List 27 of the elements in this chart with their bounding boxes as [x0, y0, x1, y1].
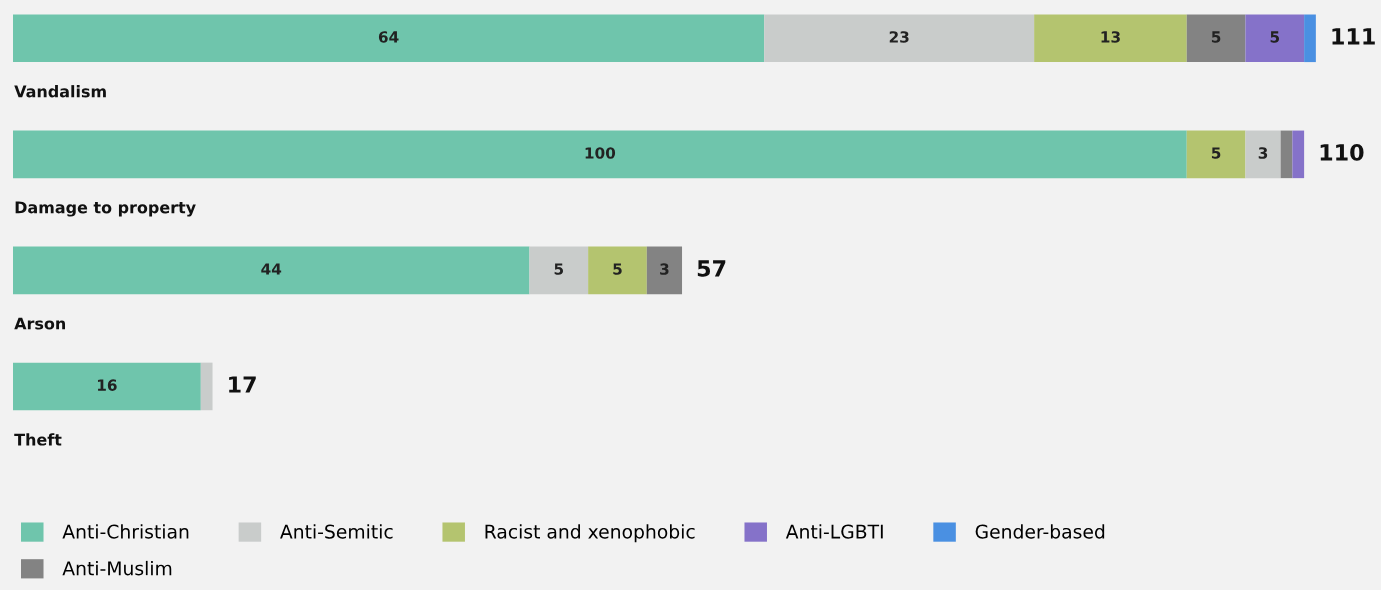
legend-label: Anti-Christian: [62, 524, 189, 539]
legend-label: Gender-based: [975, 524, 1105, 539]
total-label: 17: [229, 376, 256, 393]
legend-label: Anti-Muslim: [62, 560, 172, 576]
data-label: 13: [1101, 31, 1120, 43]
y-tick-label: Arson: [14, 317, 66, 330]
y-tick-label: Damage to property: [15, 201, 196, 217]
data-label: 100: [585, 147, 616, 159]
y-tick-label: Theft: [14, 433, 62, 446]
legend-label: Anti-Semitic: [280, 524, 393, 539]
data-label: 5: [554, 263, 564, 275]
data-label: 5: [1211, 31, 1221, 43]
y-tick-label: Vandalism: [14, 85, 106, 98]
total-label: 57: [697, 260, 726, 277]
data-label: 23: [889, 31, 909, 43]
data-label: 3: [660, 263, 669, 275]
total-label: 110: [1320, 143, 1364, 161]
data-label: 3: [1258, 147, 1268, 159]
data-label: 16: [97, 379, 117, 391]
data-label: 64: [378, 31, 399, 43]
legend-label: Anti-LGBTI: [785, 524, 883, 539]
legend-label: Racist and xenophobic: [485, 524, 695, 543]
data-label: 5: [1211, 147, 1221, 159]
data-label: 44: [261, 263, 282, 275]
total-label: 111: [1332, 28, 1375, 45]
data-label: 5: [1270, 31, 1280, 43]
data-label: 5: [613, 263, 622, 275]
